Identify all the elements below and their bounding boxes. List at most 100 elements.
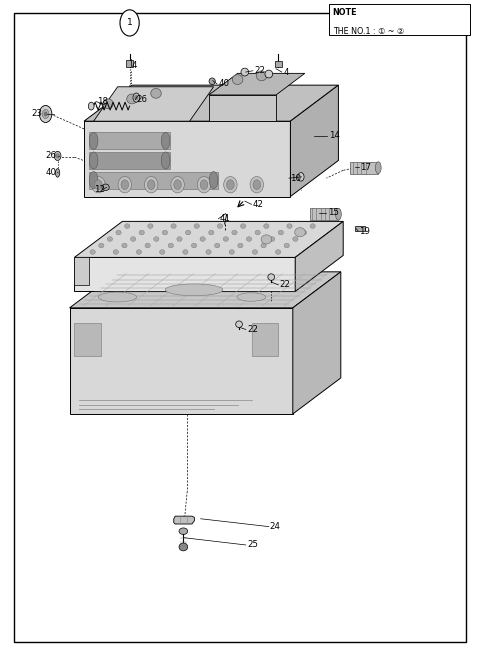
Text: 24: 24 xyxy=(270,522,281,531)
Text: 15: 15 xyxy=(328,208,339,217)
Ellipse shape xyxy=(147,180,155,190)
Ellipse shape xyxy=(250,177,264,193)
Ellipse shape xyxy=(89,132,98,149)
Text: NOTE: NOTE xyxy=(333,8,357,17)
Text: 10: 10 xyxy=(290,174,301,183)
Ellipse shape xyxy=(162,231,168,235)
Text: 22: 22 xyxy=(254,66,265,75)
Polygon shape xyxy=(209,95,276,121)
Ellipse shape xyxy=(55,168,60,178)
Bar xyxy=(252,323,278,356)
Ellipse shape xyxy=(375,162,381,174)
Ellipse shape xyxy=(161,152,170,169)
Ellipse shape xyxy=(241,68,249,76)
Ellipse shape xyxy=(98,243,104,248)
Ellipse shape xyxy=(223,236,228,241)
Bar xyxy=(350,162,378,174)
Bar xyxy=(329,4,470,35)
Ellipse shape xyxy=(125,224,130,229)
Polygon shape xyxy=(126,60,133,67)
Ellipse shape xyxy=(131,236,136,241)
Ellipse shape xyxy=(298,172,304,181)
Ellipse shape xyxy=(301,231,307,235)
Ellipse shape xyxy=(261,243,266,248)
Ellipse shape xyxy=(134,96,138,100)
Ellipse shape xyxy=(224,177,237,193)
Ellipse shape xyxy=(270,236,275,241)
Ellipse shape xyxy=(255,231,260,235)
Ellipse shape xyxy=(336,208,341,220)
Ellipse shape xyxy=(236,321,242,328)
Ellipse shape xyxy=(116,231,121,235)
Ellipse shape xyxy=(240,224,246,229)
Ellipse shape xyxy=(284,243,289,248)
Ellipse shape xyxy=(107,236,112,241)
Text: 42: 42 xyxy=(253,200,264,209)
Polygon shape xyxy=(74,221,343,257)
Polygon shape xyxy=(293,272,341,414)
Ellipse shape xyxy=(238,243,243,248)
Ellipse shape xyxy=(264,224,269,229)
Bar xyxy=(355,226,365,231)
Text: 40: 40 xyxy=(46,168,57,177)
Polygon shape xyxy=(70,272,341,308)
Polygon shape xyxy=(84,121,290,196)
Ellipse shape xyxy=(206,250,211,254)
Ellipse shape xyxy=(276,250,281,254)
Text: THE NO.1 : ① ~ ②: THE NO.1 : ① ~ ② xyxy=(333,27,404,36)
Text: 17: 17 xyxy=(360,162,371,172)
Polygon shape xyxy=(290,85,338,196)
Polygon shape xyxy=(70,308,293,414)
Ellipse shape xyxy=(89,172,98,189)
Ellipse shape xyxy=(293,236,298,241)
Text: 40: 40 xyxy=(218,79,229,88)
Ellipse shape xyxy=(103,99,113,109)
Text: 1: 1 xyxy=(127,18,132,28)
Polygon shape xyxy=(295,221,343,291)
Text: 23: 23 xyxy=(31,109,42,119)
Ellipse shape xyxy=(165,284,223,296)
Ellipse shape xyxy=(95,180,102,190)
Ellipse shape xyxy=(179,543,188,551)
Ellipse shape xyxy=(133,93,140,102)
Ellipse shape xyxy=(89,152,98,169)
Circle shape xyxy=(120,10,139,36)
Ellipse shape xyxy=(168,243,173,248)
Ellipse shape xyxy=(39,105,52,122)
Ellipse shape xyxy=(229,250,234,254)
Ellipse shape xyxy=(227,180,234,190)
Text: 12: 12 xyxy=(94,185,105,195)
Ellipse shape xyxy=(98,292,137,302)
Ellipse shape xyxy=(232,231,237,235)
Ellipse shape xyxy=(145,243,150,248)
Ellipse shape xyxy=(253,180,261,190)
Text: 26: 26 xyxy=(46,151,57,160)
Text: 22: 22 xyxy=(280,280,291,290)
Ellipse shape xyxy=(268,274,275,280)
Ellipse shape xyxy=(194,224,199,229)
Text: 25: 25 xyxy=(247,540,258,550)
Ellipse shape xyxy=(237,293,266,301)
Ellipse shape xyxy=(144,177,158,193)
Ellipse shape xyxy=(256,71,267,81)
Polygon shape xyxy=(74,257,89,285)
Bar xyxy=(89,152,170,169)
Ellipse shape xyxy=(154,236,159,241)
Ellipse shape xyxy=(159,250,165,254)
Ellipse shape xyxy=(90,250,95,254)
Ellipse shape xyxy=(171,224,176,229)
Ellipse shape xyxy=(200,236,205,241)
Bar xyxy=(310,208,338,220)
Ellipse shape xyxy=(174,180,181,190)
Ellipse shape xyxy=(265,70,273,78)
Ellipse shape xyxy=(92,177,105,193)
Ellipse shape xyxy=(113,250,119,254)
Polygon shape xyxy=(275,61,282,67)
Text: 18: 18 xyxy=(97,97,108,106)
Ellipse shape xyxy=(310,224,315,229)
Ellipse shape xyxy=(197,177,211,193)
Text: 41: 41 xyxy=(219,214,230,223)
Bar xyxy=(89,132,170,149)
Ellipse shape xyxy=(232,75,243,84)
Ellipse shape xyxy=(56,153,59,159)
